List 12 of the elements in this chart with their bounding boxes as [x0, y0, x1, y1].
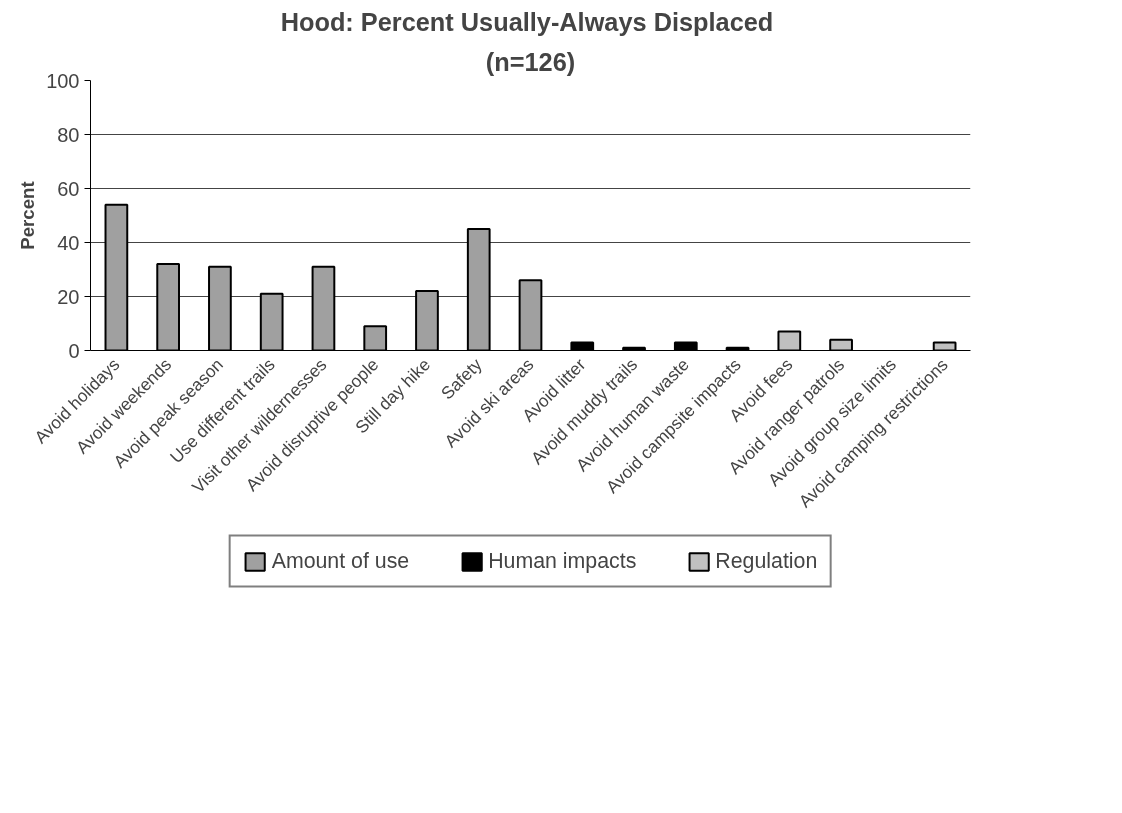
y-tick-label: 20	[57, 285, 80, 308]
y-tick-label: 40	[57, 231, 80, 254]
legend-label: Amount of use	[271, 548, 410, 574]
y-tick-label: 80	[57, 123, 80, 146]
y-axis-title: Percent	[17, 181, 39, 250]
chart-title: Hood: Percent Usually-Always Displaced	[280, 7, 774, 36]
y-tick-label: 100	[46, 69, 80, 92]
legend-label: Regulation	[715, 548, 818, 574]
y-tick-label: 0	[68, 339, 80, 362]
legend-label: Human impacts	[488, 548, 637, 574]
y-tick-label: 60	[57, 177, 80, 200]
chart-subtitle: (n=126)	[485, 47, 576, 76]
